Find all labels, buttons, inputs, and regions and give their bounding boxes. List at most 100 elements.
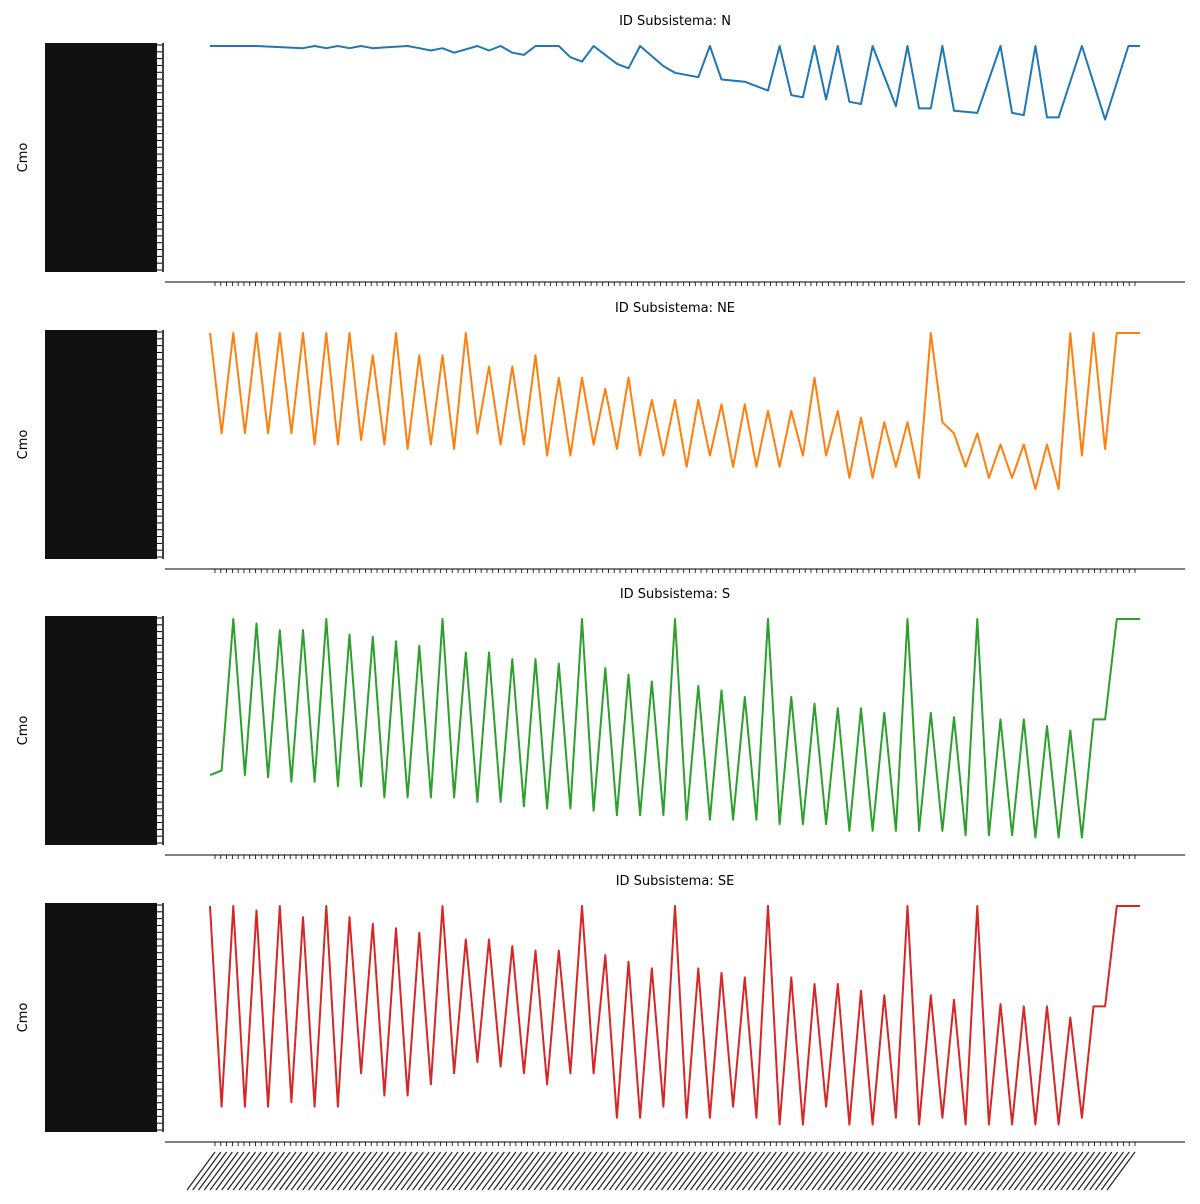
subplot-title: ID Subsistema: S bbox=[620, 587, 730, 602]
x-tick-label bbox=[892, 1151, 922, 1191]
series-line bbox=[209, 618, 1140, 839]
x-tick-label bbox=[464, 1151, 494, 1191]
x-tick-label bbox=[475, 1151, 505, 1191]
x-tick-label bbox=[857, 1151, 887, 1191]
x-tick-label bbox=[273, 1151, 303, 1191]
x-tick-label bbox=[840, 1151, 870, 1191]
y-tick-labels-band bbox=[45, 43, 157, 272]
x-tick-label bbox=[1054, 1151, 1084, 1191]
x-tick-label bbox=[284, 1151, 314, 1191]
x-tick-label bbox=[290, 1151, 320, 1191]
x-tick-label bbox=[851, 1151, 881, 1191]
x-tick-label bbox=[713, 1151, 743, 1191]
x-tick-label bbox=[1019, 1151, 1049, 1191]
x-tick-label bbox=[730, 1151, 760, 1191]
x-tick-label bbox=[967, 1151, 997, 1191]
x-tick-label bbox=[348, 1151, 378, 1191]
x-tick-label bbox=[938, 1151, 968, 1191]
x-tick-label bbox=[585, 1151, 615, 1191]
y-axis-label: Cmo bbox=[16, 716, 31, 746]
x-tick-label bbox=[539, 1151, 569, 1191]
x-tick-label bbox=[302, 1151, 332, 1191]
x-tick-label bbox=[1066, 1151, 1095, 1191]
x-tick-label bbox=[412, 1151, 442, 1191]
x-tick-label bbox=[603, 1151, 633, 1191]
x-tick-label bbox=[522, 1151, 552, 1191]
x-tick-label bbox=[331, 1151, 361, 1191]
x-tick-label bbox=[695, 1151, 725, 1191]
x-tick-label bbox=[869, 1151, 899, 1191]
y-tick-labels-band bbox=[45, 330, 157, 559]
x-tick-label bbox=[400, 1151, 430, 1191]
x-tick-label bbox=[689, 1151, 719, 1191]
x-tick-label bbox=[794, 1151, 824, 1191]
x-tick-label bbox=[788, 1151, 818, 1191]
x-tick-label bbox=[562, 1151, 592, 1191]
x-tick-label bbox=[1106, 1151, 1136, 1191]
x-tick-label bbox=[1094, 1151, 1124, 1191]
x-tick-labels bbox=[186, 1151, 1136, 1191]
x-tick-label bbox=[1100, 1151, 1130, 1191]
x-tick-label bbox=[811, 1151, 841, 1191]
x-tick-label bbox=[932, 1151, 962, 1191]
x-tick-label bbox=[875, 1151, 905, 1191]
x-tick-label bbox=[238, 1151, 268, 1191]
x-tick-label bbox=[956, 1151, 986, 1191]
x-tick-label bbox=[203, 1151, 233, 1191]
x-tick-label bbox=[221, 1151, 251, 1191]
x-tick-label bbox=[660, 1151, 690, 1191]
x-tick-label bbox=[944, 1151, 974, 1191]
x-tick-label bbox=[979, 1151, 1009, 1191]
x-tick-label bbox=[643, 1151, 673, 1191]
x-tick-label bbox=[597, 1151, 627, 1191]
subplot-1: ID Subsistema: NE Cmo bbox=[16, 301, 1185, 573]
y-axis-label: Cmo bbox=[16, 430, 31, 460]
x-tick-label bbox=[996, 1151, 1026, 1191]
x-tick-label bbox=[973, 1151, 1003, 1191]
x-tick-label bbox=[313, 1151, 343, 1191]
x-tick-label bbox=[336, 1151, 366, 1191]
x-tick-label bbox=[435, 1151, 465, 1191]
x-tick-label bbox=[227, 1151, 256, 1191]
x-tick-label bbox=[493, 1151, 523, 1191]
x-tick-label bbox=[232, 1151, 262, 1191]
subplot-title: ID Subsistema: NE bbox=[615, 301, 735, 316]
x-tick-label bbox=[377, 1151, 407, 1191]
x-tick-label bbox=[389, 1151, 418, 1191]
x-tick-label bbox=[701, 1151, 731, 1191]
x-tick-label bbox=[684, 1151, 714, 1191]
x-tick-label bbox=[568, 1151, 598, 1191]
x-tick-label bbox=[1031, 1151, 1061, 1191]
x-tick-label bbox=[342, 1151, 372, 1191]
x-tick-label bbox=[765, 1151, 795, 1191]
x-tick-label bbox=[267, 1151, 297, 1191]
x-tick-label bbox=[909, 1151, 939, 1191]
x-tick-label bbox=[1048, 1151, 1078, 1191]
x-tick-label bbox=[429, 1151, 459, 1191]
x-tick-label bbox=[759, 1151, 789, 1191]
x-tick-label bbox=[1042, 1151, 1072, 1191]
x-tick-label bbox=[371, 1151, 401, 1191]
x-tick-label bbox=[898, 1151, 928, 1191]
x-tick-label bbox=[782, 1151, 812, 1191]
x-tick-label bbox=[198, 1151, 228, 1191]
x-tick-label bbox=[533, 1151, 563, 1191]
x-tick-label bbox=[504, 1151, 534, 1191]
x-tick-label bbox=[209, 1151, 239, 1191]
x-tick-label bbox=[551, 1151, 581, 1191]
x-tick-label bbox=[510, 1151, 540, 1191]
x-tick-label bbox=[365, 1151, 395, 1191]
x-tick-label bbox=[724, 1151, 754, 1191]
x-tick-label bbox=[637, 1151, 667, 1191]
x-tick-label bbox=[255, 1151, 285, 1191]
x-tick-label bbox=[417, 1151, 447, 1191]
x-tick-label bbox=[863, 1151, 893, 1191]
x-tick-label bbox=[799, 1151, 829, 1191]
x-tick-label bbox=[354, 1151, 384, 1191]
x-tick-label bbox=[672, 1151, 702, 1191]
y-axis-label: Cmo bbox=[16, 143, 31, 173]
x-tick-label bbox=[961, 1151, 991, 1191]
x-tick-label bbox=[707, 1151, 737, 1191]
x-tick-label bbox=[828, 1151, 858, 1191]
x-tick-label bbox=[626, 1151, 656, 1191]
